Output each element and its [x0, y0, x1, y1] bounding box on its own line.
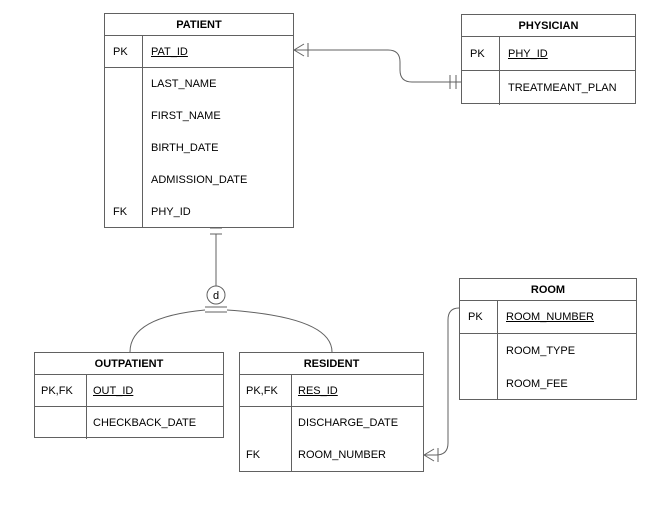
entity-patient: PATIENT PK FK PAT_ID LAST_NAME FIRST_NAM…	[104, 13, 294, 228]
entity-room-title: ROOM	[460, 279, 636, 301]
room-key-1	[460, 334, 497, 367]
entity-resident: RESIDENT PK,FK FK RES_ID DISCHARGE_DATE …	[239, 352, 424, 472]
patient-attr-0: PAT_ID	[143, 36, 293, 68]
resident-attr-2: ROOM_NUMBER	[292, 439, 423, 471]
resident-key-2: FK	[240, 439, 291, 471]
outpatient-attr-1: CHECKBACK_DATE	[87, 407, 223, 439]
room-attr-0: ROOM_NUMBER	[498, 301, 636, 334]
patient-key-1	[105, 68, 142, 100]
edge-subtype-outpatient	[130, 310, 205, 352]
outpatient-key-0: PK,FK	[35, 375, 86, 407]
entity-patient-body: PK FK PAT_ID LAST_NAME FIRST_NAME BIRTH_…	[105, 36, 293, 228]
outpatient-key-1	[35, 407, 86, 439]
patient-attr-1: LAST_NAME	[143, 68, 293, 100]
entity-patient-title: PATIENT	[105, 14, 293, 36]
room-key-0: PK	[460, 301, 497, 334]
entity-room: ROOM PK ROOM_NUMBER ROOM_TYPE ROOM_FEE	[459, 278, 637, 400]
entity-physician-title: PHYSICIAN	[462, 15, 635, 37]
physician-attr-0: PHY_ID	[500, 37, 635, 71]
bar-physician-side	[450, 75, 456, 89]
double-bar-top	[210, 228, 222, 234]
patient-key-4	[105, 164, 142, 196]
entity-physician: PHYSICIAN PK PHY_ID TREATMEANT_PLAN	[461, 14, 636, 104]
crowfoot-patient-side	[294, 43, 308, 57]
crowfoot-resident-side	[424, 448, 438, 462]
room-attr-1: ROOM_TYPE	[498, 334, 636, 367]
resident-attr-1: DISCHARGE_DATE	[292, 407, 423, 439]
patient-key-5: FK	[105, 196, 142, 228]
resident-key-1	[240, 407, 291, 439]
physician-attr-1: TREATMEANT_PLAN	[500, 71, 635, 105]
resident-key-0: PK,FK	[240, 375, 291, 407]
patient-attr-2: FIRST_NAME	[143, 100, 293, 132]
edge-patient-physician	[294, 50, 461, 82]
patient-attr-4: ADMISSION_DATE	[143, 164, 293, 196]
subtype-circle	[207, 286, 225, 304]
resident-attr-0: RES_ID	[292, 375, 423, 407]
patient-key-0: PK	[105, 36, 142, 68]
entity-outpatient: OUTPATIENT PK,FK OUT_ID CHECKBACK_DATE	[34, 352, 224, 438]
edge-resident-room	[424, 308, 459, 455]
patient-key-3	[105, 132, 142, 164]
double-bar-bottom	[205, 307, 227, 312]
entity-outpatient-title: OUTPATIENT	[35, 353, 223, 375]
subtype-letter: d	[213, 290, 219, 302]
physician-key-0: PK	[462, 37, 499, 71]
entity-room-body: PK ROOM_NUMBER ROOM_TYPE ROOM_FEE	[460, 301, 636, 400]
entity-physician-body: PK PHY_ID TREATMEANT_PLAN	[462, 37, 635, 105]
outpatient-attr-0: OUT_ID	[87, 375, 223, 407]
entity-resident-title: RESIDENT	[240, 353, 423, 375]
patient-key-2	[105, 100, 142, 132]
room-key-2	[460, 367, 497, 400]
patient-attr-3: BIRTH_DATE	[143, 132, 293, 164]
physician-key-1	[462, 71, 499, 105]
edge-subtype-resident	[227, 310, 332, 352]
entity-resident-body: PK,FK FK RES_ID DISCHARGE_DATE ROOM_NUMB…	[240, 375, 423, 471]
patient-attr-5: PHY_ID	[143, 196, 293, 228]
entity-outpatient-body: PK,FK OUT_ID CHECKBACK_DATE	[35, 375, 223, 439]
room-attr-2: ROOM_FEE	[498, 367, 636, 400]
